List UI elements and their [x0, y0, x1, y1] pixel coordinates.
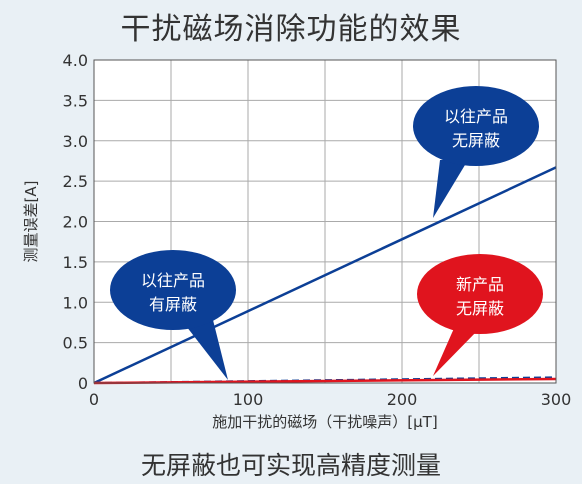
bubble-tail: [183, 316, 228, 380]
bubble-label: 以往产品: [444, 107, 508, 126]
plot-frame: [93, 59, 557, 384]
y-tick-label: 2.5: [63, 172, 88, 191]
y-tick-label: 4.0: [63, 51, 88, 70]
y-tick-label: 2.0: [63, 213, 88, 232]
y-tick-label: 0: [78, 374, 88, 393]
chart-caption: 无屏蔽也可实现高精度测量: [140, 451, 441, 480]
bubble-tail: [433, 326, 478, 376]
series-line-new_unshielded: [93, 377, 557, 385]
bubble-body: [417, 254, 543, 334]
bubble-label: 无屏蔽: [456, 299, 504, 318]
y-tick-label: 1.5: [63, 253, 88, 272]
x-tick-label: 0: [89, 390, 99, 409]
series-group: [93, 166, 557, 385]
x-axis-label: 施加干扰的磁场（干扰噪声）[μT]: [212, 413, 437, 431]
x-tick-label: 100: [233, 390, 264, 409]
x-tick-label: 200: [387, 390, 418, 409]
y-tick-label: 1.0: [63, 293, 88, 312]
chart-title: 干扰磁场消除功能的效果: [120, 12, 462, 47]
bubble-body: [413, 86, 539, 166]
y-tick-label: 3.5: [63, 91, 88, 110]
bubble-tail: [433, 160, 468, 218]
tick-labels: 0 0.5 1.0 1.5 2.0 2.5 3.0 3.5 4.0 0 100 200 300: [63, 51, 572, 409]
y-tick-label: 0.5: [63, 334, 88, 353]
bubble-body: [110, 250, 236, 330]
bubble-label: 无屏蔽: [452, 131, 500, 150]
bubble-label: 以往产品: [141, 271, 205, 290]
bubble-label: 新产品: [456, 275, 504, 294]
y-axis-label: 测量误差[A]: [22, 181, 40, 263]
bubble-label: 有屏蔽: [149, 295, 197, 314]
series-line-conventional_unshielded: [93, 166, 557, 385]
x-tick-label: 300: [541, 390, 572, 409]
y-tick-label: 3.0: [63, 132, 88, 151]
